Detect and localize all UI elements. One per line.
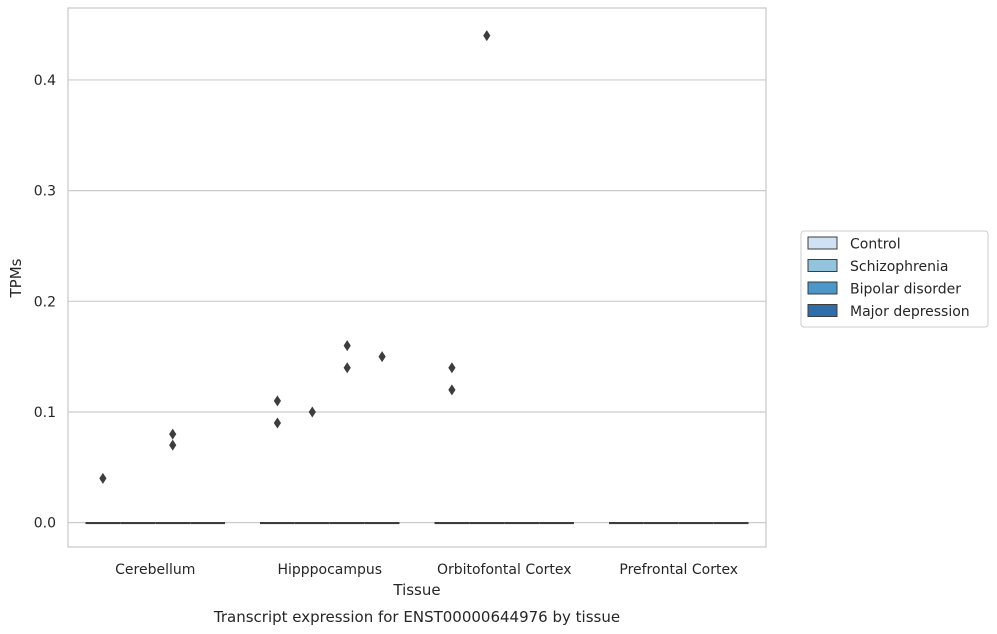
legend-label: Bipolar disorder: [850, 282, 961, 298]
outlier-point: [378, 351, 386, 363]
y-tick-label: 0.2: [34, 294, 56, 310]
legend-frame: [800, 230, 989, 328]
outlier-point: [273, 395, 281, 407]
y-tick-label: 0.0: [34, 516, 56, 532]
outlier-point: [99, 472, 107, 484]
legend-label: Control: [850, 237, 901, 253]
plot-frame: [67, 7, 767, 548]
legend-swatch: [807, 236, 838, 250]
outlier-point: [448, 362, 456, 374]
y-tick-label: 0.4: [34, 73, 56, 89]
x-tick-label: Hipppocampus: [277, 562, 382, 578]
legend: Control Schizophrenia Bipolar disorder Majo…: [800, 230, 989, 328]
legend-label: Schizophrenia: [850, 259, 948, 275]
outlier-layer: [99, 30, 491, 484]
x-tick-labels: Cerebellum Hipppocampus Orbitofontal Corte…: [115, 562, 738, 578]
x-tick-label: Cerebellum: [115, 562, 195, 578]
legend-swatch: [807, 304, 838, 317]
outlier-point: [169, 439, 177, 451]
y-axis-title: TPMs: [7, 258, 25, 298]
box-layer: [85, 522, 749, 525]
chart-caption: Transcript expression for ENST0000064497…: [213, 608, 620, 626]
outlier-point: [448, 384, 456, 396]
outlier-point: [308, 406, 316, 418]
outlier-point: [343, 340, 351, 352]
outlier-point: [273, 417, 281, 429]
x-tick-label: Orbitofontal Cortex: [437, 562, 572, 578]
y-tick-label: 0.3: [34, 184, 56, 200]
y-tick-labels: 0.0 0.1 0.2 0.3 0.4: [34, 73, 56, 532]
x-tick-label: Prefrontal Cortex: [619, 562, 738, 578]
legend-swatch: [807, 281, 838, 295]
legend-swatch: [807, 259, 838, 272]
outlier-point: [483, 30, 491, 42]
y-tick-label: 0.1: [34, 405, 56, 421]
legend-label: Major depression: [850, 304, 970, 320]
x-axis-title: Tissue: [392, 581, 440, 599]
outlier-point: [343, 362, 351, 374]
outlier-point: [169, 428, 177, 440]
